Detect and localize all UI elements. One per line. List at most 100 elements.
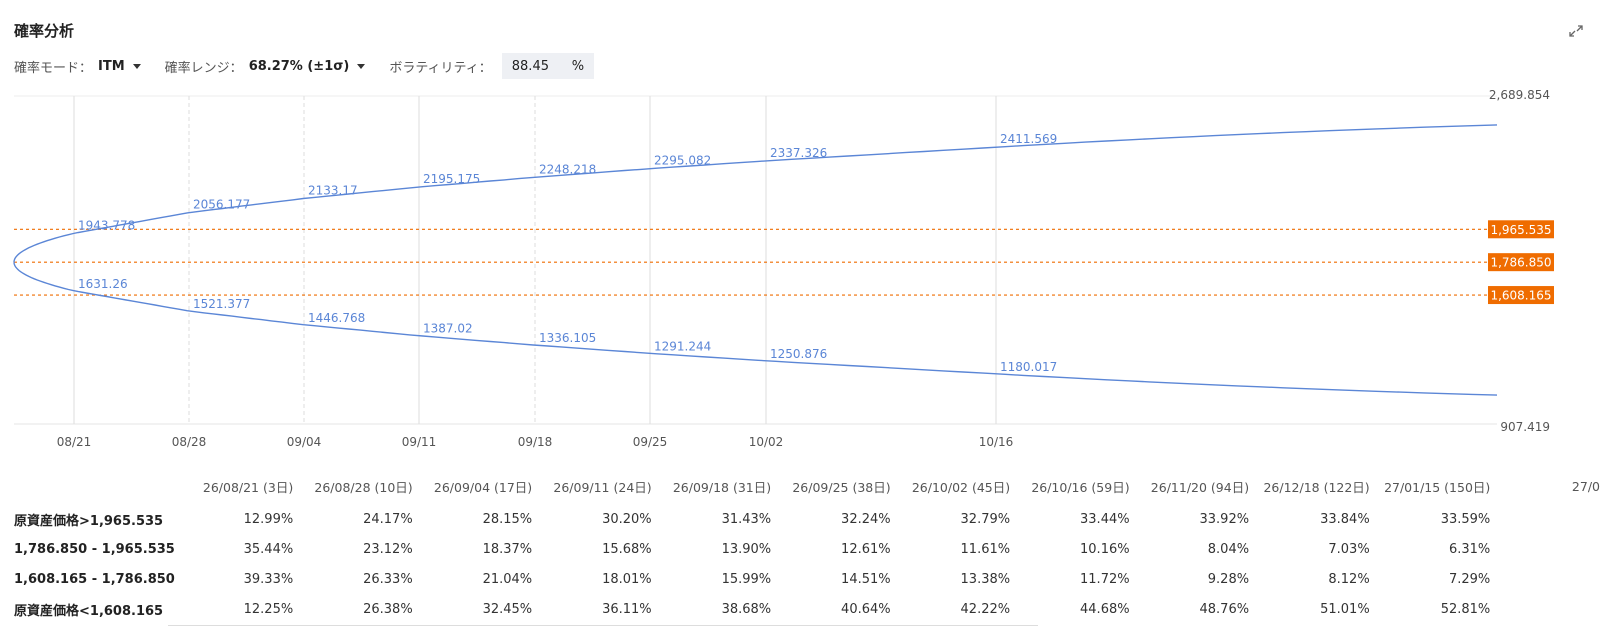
table-cell: 11.61%: [960, 541, 1011, 557]
data-label: 2056.177: [193, 198, 250, 212]
data-label: 2133.17: [308, 183, 358, 197]
table-cell: 8.12%: [1328, 571, 1370, 587]
table-cell: 52.81%: [1440, 601, 1491, 617]
table-column-header: 26/11/20 (94日): [1150, 479, 1250, 495]
table-cell: 7.03%: [1328, 541, 1370, 557]
table-column-header: 26/12/18 (122日): [1263, 479, 1370, 495]
expand-icon[interactable]: [1566, 22, 1586, 40]
table-cell: 33.44%: [1080, 511, 1130, 527]
data-label: 2195.175: [423, 172, 480, 186]
table-row-label: 1,608.165 - 1,786.850: [14, 571, 175, 587]
table-cell: 21.04%: [482, 571, 533, 587]
table-cell: 7.29%: [1448, 571, 1491, 587]
table-row: 原資産価格<1,608.165 12.25% 26.38% 32.45% 36.11% 3…: [0, 594, 1600, 624]
table-cell: 39.33%: [243, 571, 294, 587]
caret-down-icon: [132, 63, 141, 69]
volatility-unit: %: [571, 58, 585, 74]
data-label: 1291.244: [654, 339, 711, 353]
table-column-header: 27/01/15 (150日): [1384, 479, 1491, 495]
table-cell: 44.68%: [1080, 601, 1130, 617]
table-cell: 15.99%: [721, 571, 772, 587]
volatility-label: ボラティリティ：: [389, 60, 492, 76]
x-tick-label: 10/16: [979, 435, 1014, 449]
table-cell: 32.79%: [960, 511, 1011, 527]
data-label: 1521.377: [193, 297, 250, 311]
controls-bar: 確率モード： ITM 確率レンジ： 68.27% (±1σ) ボラティリティ： …: [14, 53, 595, 79]
data-label: 1446.768: [308, 311, 365, 325]
table-row-label: 原資産価格<1,608.165: [14, 603, 164, 619]
lower-bound-curve: [13, 262, 1498, 396]
reference-label: 1,965.535: [1490, 223, 1551, 237]
table-column-header: 26/09/04 (17日): [433, 479, 533, 495]
data-label: 2248.218: [539, 162, 596, 176]
table-cell: 9.28%: [1207, 571, 1250, 587]
probability-mode-label: 確率モード：: [14, 60, 93, 76]
table-header-row: 26/08/21 (3日) 26/08/28 (10日) 26/09/04 (17日…: [0, 468, 1600, 504]
table-cell: 31.43%: [721, 511, 772, 527]
table-cell: 15.68%: [602, 541, 652, 557]
table-row: 原資産価格>1,965.535 12.99% 24.17% 28.15% 30.20% 3…: [0, 504, 1600, 534]
probability-table-wrap: 26/08/21 (3日) 26/08/28 (10日) 26/09/04 (17日…: [0, 468, 1600, 640]
x-tick-label: 09/04: [287, 435, 322, 449]
data-label: 1387.02: [423, 322, 473, 336]
table-cell: 36.11%: [602, 601, 652, 617]
table-cell: 18.01%: [602, 571, 652, 587]
table-cell: 24.17%: [363, 511, 413, 527]
table-column-header: 26/08/28 (10日): [314, 479, 413, 495]
probability-mode-dropdown[interactable]: 確率モード： ITM: [14, 57, 141, 76]
x-tick-label: 09/25: [633, 435, 668, 449]
table-column-header: 26/10/02 (45日): [911, 479, 1011, 495]
volatility-field: %: [501, 53, 595, 79]
probability-mode-value: ITM: [98, 58, 125, 74]
reference-badge: [1488, 253, 1554, 272]
x-tick-label: 10/02: [749, 435, 784, 449]
table-cell: 35.44%: [243, 541, 294, 557]
table-row-label: 原資産価格>1,965.535: [14, 513, 164, 529]
data-label: 1943.778: [78, 218, 135, 232]
table-cell: 40.64%: [841, 601, 891, 617]
probability-range-dropdown[interactable]: 確率レンジ： 68.27% (±1σ): [165, 57, 366, 76]
x-tick-label: 09/18: [518, 435, 553, 449]
reference-label: 1,608.165: [1490, 289, 1551, 303]
table-cell: 18.37%: [482, 541, 533, 557]
data-label: 1250.876: [770, 347, 827, 361]
volatility-input[interactable]: [511, 58, 572, 74]
x-tick-label: 08/28: [172, 435, 207, 449]
y-min-label: 907.419: [1500, 420, 1550, 434]
probability-chart: 1,965.535 1,786.850 1,608.165 1943.778 2056.…: [13, 90, 1554, 449]
table-row-label: 1,786.850 - 1,965.535: [14, 541, 175, 557]
table-cell: [1490, 504, 1600, 534]
reference-label: 1,786.850: [1490, 256, 1551, 270]
data-label: 2337.326: [770, 146, 827, 160]
table-column-header: 26/10/16 (59日): [1031, 479, 1130, 495]
table-cell: 13.38%: [960, 571, 1011, 587]
table-cell: 33.84%: [1320, 511, 1370, 527]
table-cell: 32.45%: [482, 601, 533, 617]
data-label: 1631.26: [78, 277, 128, 291]
table-cell: 14.51%: [841, 571, 891, 587]
table-column-header: 26/09/11 (24日): [553, 479, 652, 495]
reference-badge: [1488, 220, 1554, 239]
y-max-label: 2,689.854: [1489, 90, 1550, 102]
probability-range-value: 68.27% (±1σ): [248, 58, 350, 74]
x-tick-label: 09/11: [402, 435, 437, 449]
table-column-header: 26/09/25 (38日): [792, 479, 891, 495]
reference-badge: [1488, 286, 1554, 305]
table-cell: [1490, 534, 1600, 564]
probability-range-label: 確率レンジ：: [164, 60, 243, 76]
table-cell: 30.20%: [602, 511, 652, 527]
probability-table: 26/08/21 (3日) 26/08/28 (10日) 26/09/04 (17日…: [0, 468, 1600, 624]
table-cell: 12.25%: [243, 601, 294, 617]
table-cell: 13.90%: [721, 541, 772, 557]
table-cell: 8.04%: [1207, 541, 1250, 557]
table-cell: 10.16%: [1080, 541, 1130, 557]
data-label: 2295.082: [654, 154, 711, 168]
table-cell: 12.61%: [841, 541, 891, 557]
table-cell: 38.68%: [721, 601, 772, 617]
table-column-header: 26/08/21 (3日): [202, 479, 294, 495]
table-cell: 51.01%: [1320, 601, 1370, 617]
table-cell: [1490, 594, 1600, 624]
table-cell: 6.31%: [1448, 541, 1491, 557]
table-cell: 33.59%: [1440, 511, 1491, 527]
table-cell: 26.33%: [363, 571, 413, 587]
